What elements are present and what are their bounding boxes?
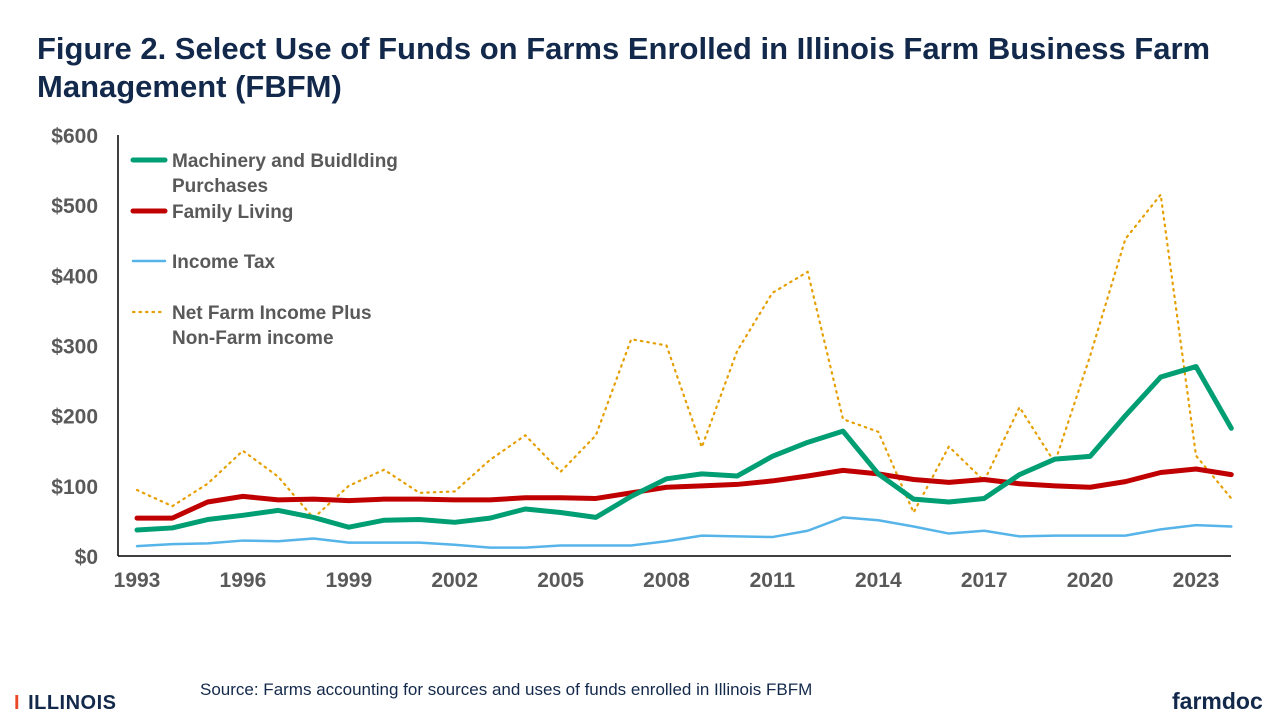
chart-title: Figure 2. Select Use of Funds on Farms E… (37, 31, 1211, 104)
x-tick-label: 2014 (855, 569, 902, 592)
y-tick-label: $500 (51, 195, 98, 218)
series-line-family-living (134, 466, 1234, 521)
x-tick-label: 2008 (643, 569, 690, 592)
illinois-logo: I ILLINOIS (14, 692, 117, 715)
source-note: Source: Farms accounting for sources and… (200, 680, 813, 699)
farmdoc-logo: farmdoc (1172, 688, 1263, 714)
x-tick-label: 2017 (961, 569, 1008, 592)
x-tick-label: 2011 (750, 569, 796, 592)
x-tick-label: 2002 (431, 569, 478, 592)
y-tick-label: $600 (51, 125, 98, 148)
block-i-icon: I (14, 692, 21, 714)
x-tick-label: 1993 (114, 569, 161, 592)
x-tick-label: 1996 (220, 569, 267, 592)
illinois-logo-text: ILLINOIS (28, 692, 117, 714)
x-tick-label: 2023 (1173, 569, 1220, 592)
series-line-net-farm-income-plus-non-farm-income (135, 193, 1233, 520)
x-tick-label: 1999 (325, 569, 372, 592)
legend-label: Income Tax (172, 252, 276, 273)
x-tick-label: 2020 (1067, 569, 1114, 592)
y-tick-label: $300 (51, 336, 98, 359)
series-line-machinery-and-buididing-purchases (134, 364, 1234, 533)
legend-label: Family Living (172, 202, 293, 223)
y-tick-label: $400 (51, 265, 98, 288)
legend-label: Machinery and BuidIding Purchases (172, 151, 398, 197)
x-tick-label: 2005 (537, 569, 584, 592)
y-tick-label: $100 (51, 476, 98, 499)
series-line-income-tax (135, 516, 1233, 549)
y-tick-label: $0 (75, 546, 98, 569)
y-tick-label: $200 (51, 406, 98, 429)
legend-label: Net Farm Income Plus Non-Farm income (172, 303, 372, 349)
